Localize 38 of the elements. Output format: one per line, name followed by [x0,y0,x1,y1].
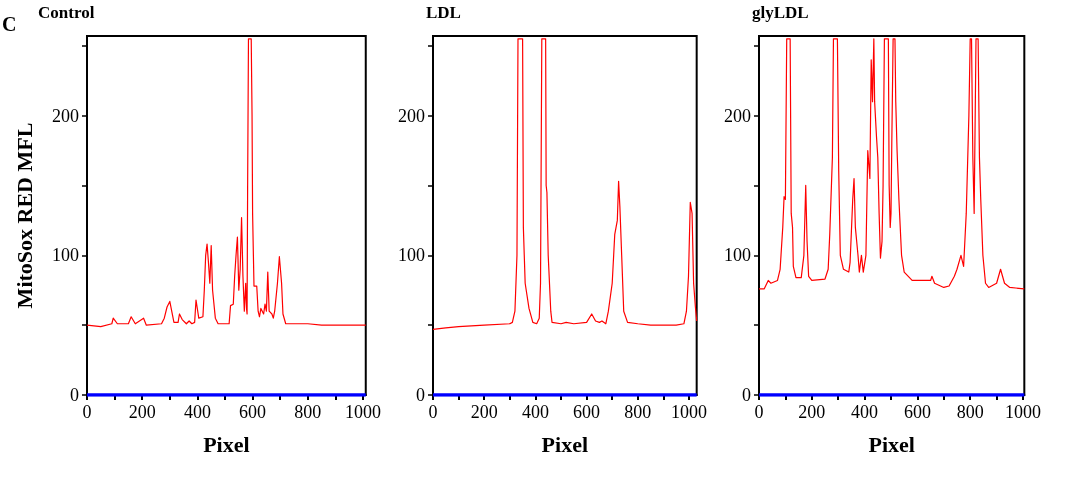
x-tick-label: 800 [624,402,652,422]
y-tick-label: 200 [724,105,751,126]
chart-title: LDL [426,3,461,22]
y-tick-label: 100 [724,245,751,266]
y-tick-label: 0 [70,385,79,405]
y-tick-label: 0 [742,385,751,405]
x-tick-label: 200 [128,402,156,422]
y-tick-label: 0 [416,385,425,405]
x-tick-label: 0 [82,402,92,422]
chart-title: glyLDL [752,3,809,22]
y-tick-label: 100 [52,245,79,266]
x-axis-title: Pixel [541,431,589,457]
x-tick-label: 400 [851,402,879,422]
line-series [758,38,1025,290]
y-tick-label: 100 [398,245,425,266]
y-tick-label: 200 [398,105,425,126]
line-series [86,38,367,328]
x-tick-label: 0 [754,402,764,422]
x-tick-label: 1000 [1005,402,1041,422]
x-tick-label: 0 [428,402,438,422]
x-tick-label: 200 [798,402,826,422]
x-tick-label: 1000 [345,402,381,422]
y-axis-title: MitoSox RED MFL [11,122,37,309]
x-tick-label: 400 [521,402,549,422]
y-tick-label: 200 [52,105,79,126]
text: C [2,13,17,35]
x-axis-title: Pixel [203,431,250,457]
x-tick-label: 600 [573,402,601,422]
chart-title: Control [38,3,95,22]
line-series [432,38,698,330]
x-tick-label: 1000 [671,402,707,422]
x-tick-label: 800 [956,402,984,422]
x-tick-label: 600 [903,402,931,422]
x-tick-label: 800 [294,402,322,422]
x-axis-title: Pixel [868,431,915,457]
x-tick-label: 200 [470,402,498,422]
x-tick-label: 600 [239,402,267,422]
x-tick-label: 400 [183,402,211,422]
